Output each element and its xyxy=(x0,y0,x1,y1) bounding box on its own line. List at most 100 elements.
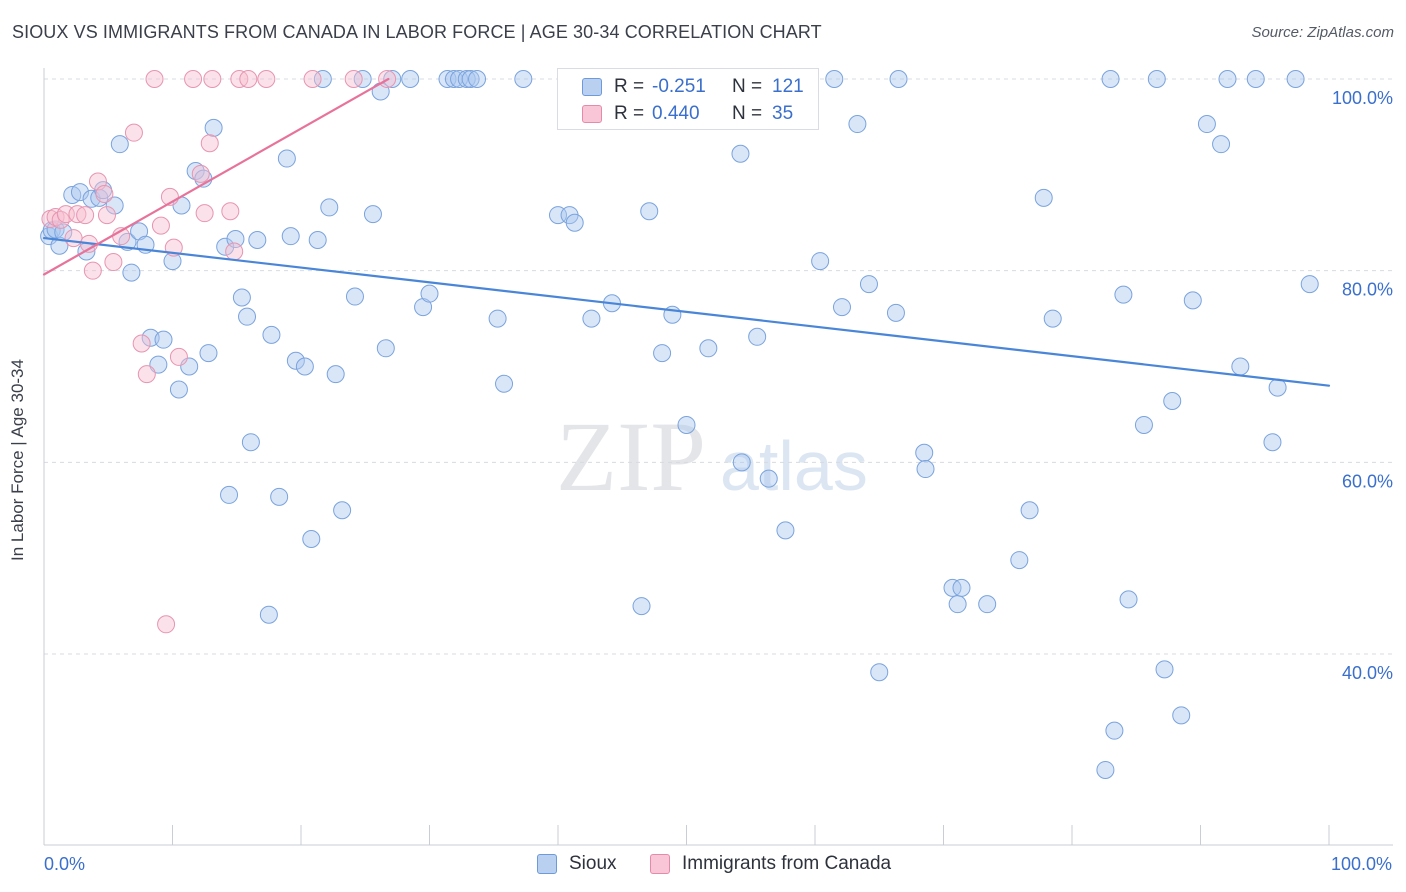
canada-point xyxy=(95,185,114,203)
sioux-point xyxy=(295,357,314,376)
legend-label-canada: Immigrants from Canada xyxy=(682,853,892,874)
sioux-point xyxy=(1114,285,1133,304)
canada-point xyxy=(132,334,151,353)
canada-point xyxy=(97,206,116,225)
canada-point xyxy=(151,216,170,235)
sioux-point xyxy=(1286,70,1305,88)
sioux-point xyxy=(1096,760,1115,779)
sioux-point xyxy=(677,415,696,434)
gridlines xyxy=(44,78,1393,655)
correlation-legend: R = -0.251 N = 121 R = 0.440 N = 35 xyxy=(557,68,819,130)
sioux-point xyxy=(220,485,239,504)
canada-point xyxy=(64,229,83,248)
sioux-point xyxy=(1197,115,1216,134)
sioux-point xyxy=(281,227,300,246)
sioux-point xyxy=(495,374,514,393)
legend-n-label: N = xyxy=(732,76,763,97)
y-tick-label: 100.0% xyxy=(1332,88,1393,108)
sioux-point xyxy=(732,453,751,472)
sioux-trend-line xyxy=(42,236,1331,387)
sioux-point xyxy=(199,344,218,363)
sioux-point xyxy=(468,70,487,88)
sioux-point xyxy=(286,351,305,370)
sioux-point xyxy=(50,236,69,255)
canada-point xyxy=(145,70,164,88)
legend-swatch-sioux xyxy=(582,78,602,96)
canada-point xyxy=(104,253,123,272)
sioux-point xyxy=(776,521,795,540)
sioux-point xyxy=(169,380,188,399)
y-tick-label: 80.0% xyxy=(1342,280,1393,300)
canada-point xyxy=(191,164,210,183)
x-tick-labels: 0.0% 100.0% xyxy=(44,854,1392,874)
source-credit: Source: ZipAtlas.com xyxy=(1251,24,1394,41)
canada-point xyxy=(239,70,258,88)
legend-n-label: N = xyxy=(732,103,763,124)
sioux-point xyxy=(248,231,267,249)
sioux-point xyxy=(1263,433,1282,452)
sioux-point xyxy=(1020,501,1039,520)
legend-swatch-sioux xyxy=(537,854,557,874)
sioux-point xyxy=(376,339,395,358)
sioux-point xyxy=(238,307,257,326)
sioux-point xyxy=(232,288,251,307)
sioux-point xyxy=(582,309,601,328)
sioux-point xyxy=(363,205,382,224)
sioux-point xyxy=(401,70,420,88)
sioux-point xyxy=(640,202,659,221)
legend-label-sioux: Sioux xyxy=(569,853,617,874)
canada-point xyxy=(221,202,240,221)
sioux-point xyxy=(345,287,364,306)
y-axis-title: In Labor Force | Age 30-34 xyxy=(8,359,27,561)
sioux-point xyxy=(1212,135,1231,154)
sioux-point xyxy=(270,487,289,506)
sioux-point xyxy=(154,330,173,349)
sioux-point xyxy=(1119,590,1138,609)
sioux-point xyxy=(514,70,533,88)
sioux-point xyxy=(1183,291,1202,310)
x-tick-label-max: 100.0% xyxy=(1331,854,1392,874)
sioux-point xyxy=(748,327,767,346)
sioux-point xyxy=(313,70,332,88)
watermark-zip: ZIP xyxy=(556,401,706,512)
sioux-point xyxy=(241,433,260,452)
trend-lines xyxy=(42,77,1331,387)
sioux-point xyxy=(1231,357,1250,376)
canada-point xyxy=(76,206,95,225)
y-tick-label: 40.0% xyxy=(1342,663,1393,683)
canada-point xyxy=(184,70,203,88)
legend-r-label: R = xyxy=(614,76,645,97)
sioux-point xyxy=(886,303,905,322)
sioux-point xyxy=(889,70,908,88)
watermark-atlas: atlas xyxy=(720,427,868,505)
sioux-point xyxy=(326,365,345,384)
y-tick-label: 60.0% xyxy=(1342,471,1393,491)
sioux-point xyxy=(825,70,844,88)
sioux-point xyxy=(632,597,651,616)
canada-point xyxy=(68,205,87,224)
sioux-point xyxy=(699,339,718,358)
sioux-point xyxy=(1246,70,1265,88)
sioux-point xyxy=(277,149,296,168)
sioux-point xyxy=(420,284,439,303)
sioux-point xyxy=(1034,188,1053,207)
canada-point xyxy=(124,123,143,142)
sioux-point xyxy=(320,198,339,217)
series-legend: Sioux Immigrants from Canada xyxy=(0,852,1406,876)
sioux-point xyxy=(1134,415,1153,434)
sioux-point xyxy=(262,325,281,344)
canada-point xyxy=(169,347,188,366)
sioux-point xyxy=(565,213,584,232)
sioux-point xyxy=(952,578,971,597)
sioux-point xyxy=(186,162,205,180)
canada-point xyxy=(200,134,219,153)
sioux-point xyxy=(149,355,168,374)
legend-n-value-sioux: 121 xyxy=(772,76,804,97)
sioux-point xyxy=(811,252,830,271)
watermark: ZIP atlas xyxy=(556,401,868,512)
sioux-point xyxy=(110,135,129,154)
sioux-point xyxy=(259,605,278,624)
axes xyxy=(43,68,1393,846)
sioux-point xyxy=(488,309,507,328)
